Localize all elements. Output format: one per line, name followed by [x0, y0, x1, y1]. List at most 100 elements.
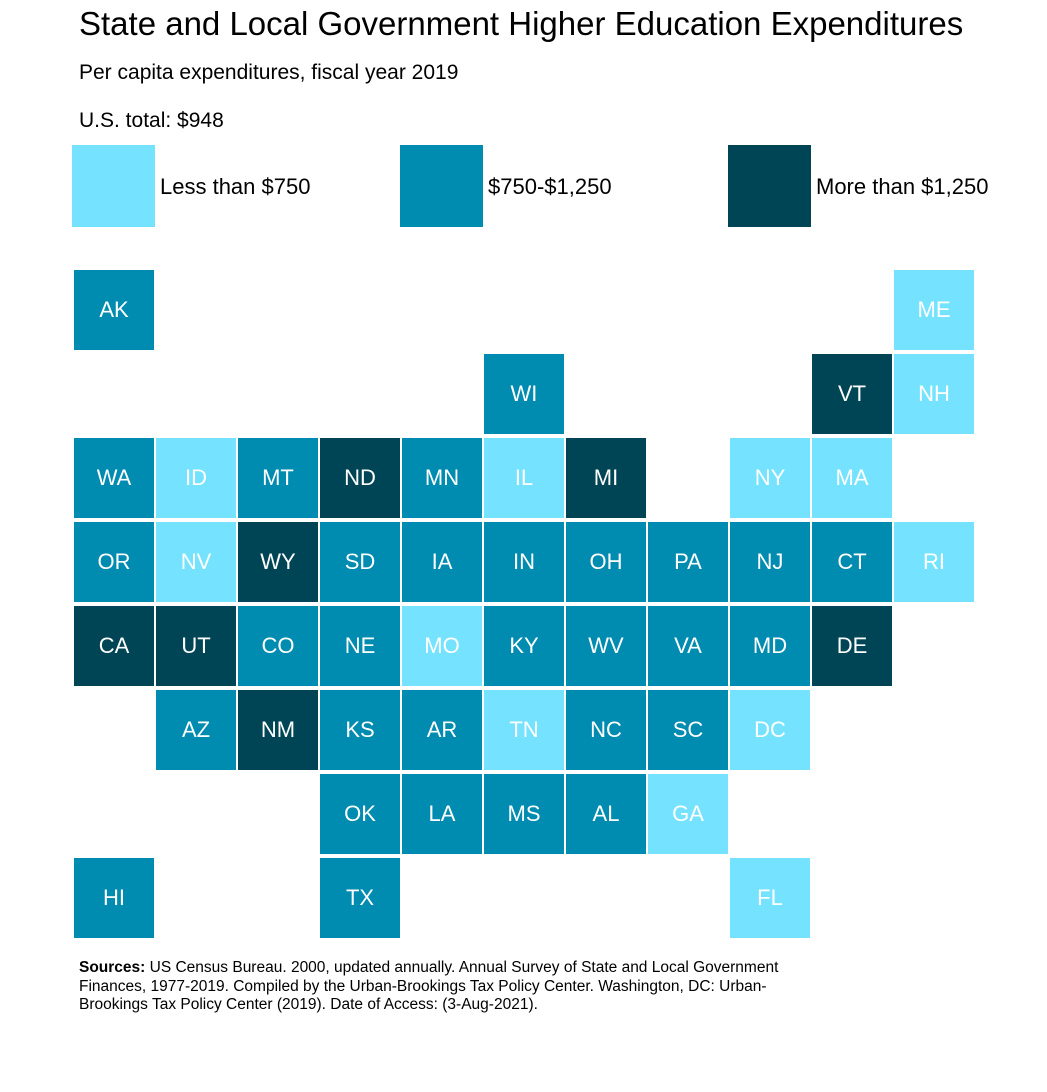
state-label: PA: [674, 549, 702, 574]
legend-label-high: More than $1,250: [816, 174, 989, 199]
state-tile-la: LA: [402, 774, 482, 854]
state-label: KY: [509, 633, 539, 658]
state-label: MT: [262, 465, 294, 490]
state-tile-in: IN: [484, 522, 564, 602]
state-tile-pa: PA: [648, 522, 728, 602]
state-label: AR: [426, 717, 458, 742]
state-label: CO: [261, 633, 295, 658]
state-tile-nm: NM: [238, 690, 318, 770]
state-label: CA: [98, 633, 130, 658]
state-tile-me: ME: [894, 270, 974, 350]
state-label: NV: [180, 549, 212, 574]
state-tile-md: MD: [730, 606, 810, 686]
state-tile-id: ID: [156, 438, 236, 518]
state-tile-al: AL: [566, 774, 646, 854]
state-label: FL: [757, 885, 783, 910]
state-tile-va: VA: [648, 606, 728, 686]
state-tile-ma: MA: [812, 438, 892, 518]
state-tile-nc: NC: [566, 690, 646, 770]
state-tile-il: IL: [484, 438, 564, 518]
state-label: DE: [836, 633, 868, 658]
state-label: WV: [588, 633, 624, 658]
state-tile-ks: KS: [320, 690, 400, 770]
state-tile-de: DE: [812, 606, 892, 686]
state-label: WA: [96, 465, 132, 490]
state-tile-nv: NV: [156, 522, 236, 602]
state-tile-nj: NJ: [730, 522, 810, 602]
state-tile-dc: DC: [730, 690, 810, 770]
state-tile-tn: TN: [484, 690, 564, 770]
state-label: VA: [674, 633, 702, 658]
state-label: ME: [917, 297, 951, 322]
state-label: NM: [260, 717, 296, 742]
state-label: OH: [589, 549, 623, 574]
state-label: AK: [99, 297, 129, 322]
state-label: OK: [344, 801, 376, 826]
state-tile-ok: OK: [320, 774, 400, 854]
state-label: NC: [590, 717, 622, 742]
state-label: RI: [923, 549, 945, 574]
state-tile-ky: KY: [484, 606, 564, 686]
state-label: TX: [345, 885, 375, 910]
state-label: IA: [431, 549, 453, 574]
state-label: NJ: [756, 549, 784, 574]
state-label: WI: [510, 381, 538, 406]
state-label: IL: [514, 465, 534, 490]
state-label: LA: [428, 801, 456, 826]
state-tile-oh: OH: [566, 522, 646, 602]
state-label: MS: [507, 801, 541, 826]
state-tile-ca: CA: [74, 606, 154, 686]
state-tile-ak: AK: [74, 270, 154, 350]
state-label: KS: [345, 717, 375, 742]
state-label: TN: [509, 717, 539, 742]
state-tile-mo: MO: [402, 606, 482, 686]
state-label: WY: [260, 549, 296, 574]
state-tile-ar: AR: [402, 690, 482, 770]
state-tile-sd: SD: [320, 522, 400, 602]
state-tile-az: AZ: [156, 690, 236, 770]
state-label: MA: [835, 465, 869, 490]
state-tile-vt: VT: [812, 354, 892, 434]
legend-label-mid: $750-$1,250: [488, 174, 612, 199]
state-tile-mi: MI: [566, 438, 646, 518]
state-tile-or: OR: [74, 522, 154, 602]
state-tile-nd: ND: [320, 438, 400, 518]
state-tile-fl: FL: [730, 858, 810, 938]
state-tile-wa: WA: [74, 438, 154, 518]
state-label: SD: [344, 549, 376, 574]
state-label: VT: [837, 381, 867, 406]
state-tile-co: CO: [238, 606, 318, 686]
state-tile-mt: MT: [238, 438, 318, 518]
state-label: DC: [754, 717, 786, 742]
sources-note: Sources: US Census Bureau. 2000, updated…: [79, 959, 799, 1015]
state-tile-ct: CT: [812, 522, 892, 602]
state-label: CT: [837, 549, 867, 574]
state-label: SC: [672, 717, 704, 742]
state-tile-ia: IA: [402, 522, 482, 602]
state-tile-ne: NE: [320, 606, 400, 686]
sources-label: Sources:: [79, 959, 146, 976]
state-tile-mn: MN: [402, 438, 482, 518]
state-tile-wy: WY: [238, 522, 318, 602]
state-tile-nh: NH: [894, 354, 974, 434]
chart-subtitle: Per capita expenditures, fiscal year 201…: [79, 61, 459, 84]
legend-swatch-high: [728, 145, 811, 227]
state-label: UT: [181, 633, 211, 658]
state-tile-wv: WV: [566, 606, 646, 686]
state-label: HI: [103, 885, 125, 910]
state-tile-wi: WI: [484, 354, 564, 434]
state-label: MD: [752, 633, 788, 658]
state-label: NE: [344, 633, 376, 658]
state-tile-ri: RI: [894, 522, 974, 602]
state-tile-ms: MS: [484, 774, 564, 854]
state-label: IN: [513, 549, 535, 574]
state-label: NH: [918, 381, 950, 406]
sources-text: US Census Bureau. 2000, updated annually…: [79, 959, 779, 1013]
legend-swatch-low: [72, 145, 155, 227]
state-label: MN: [424, 465, 460, 490]
state-tile-tx: TX: [320, 858, 400, 938]
state-label: AL: [592, 801, 620, 826]
state-label: OR: [97, 549, 131, 574]
state-label: MI: [593, 465, 619, 490]
